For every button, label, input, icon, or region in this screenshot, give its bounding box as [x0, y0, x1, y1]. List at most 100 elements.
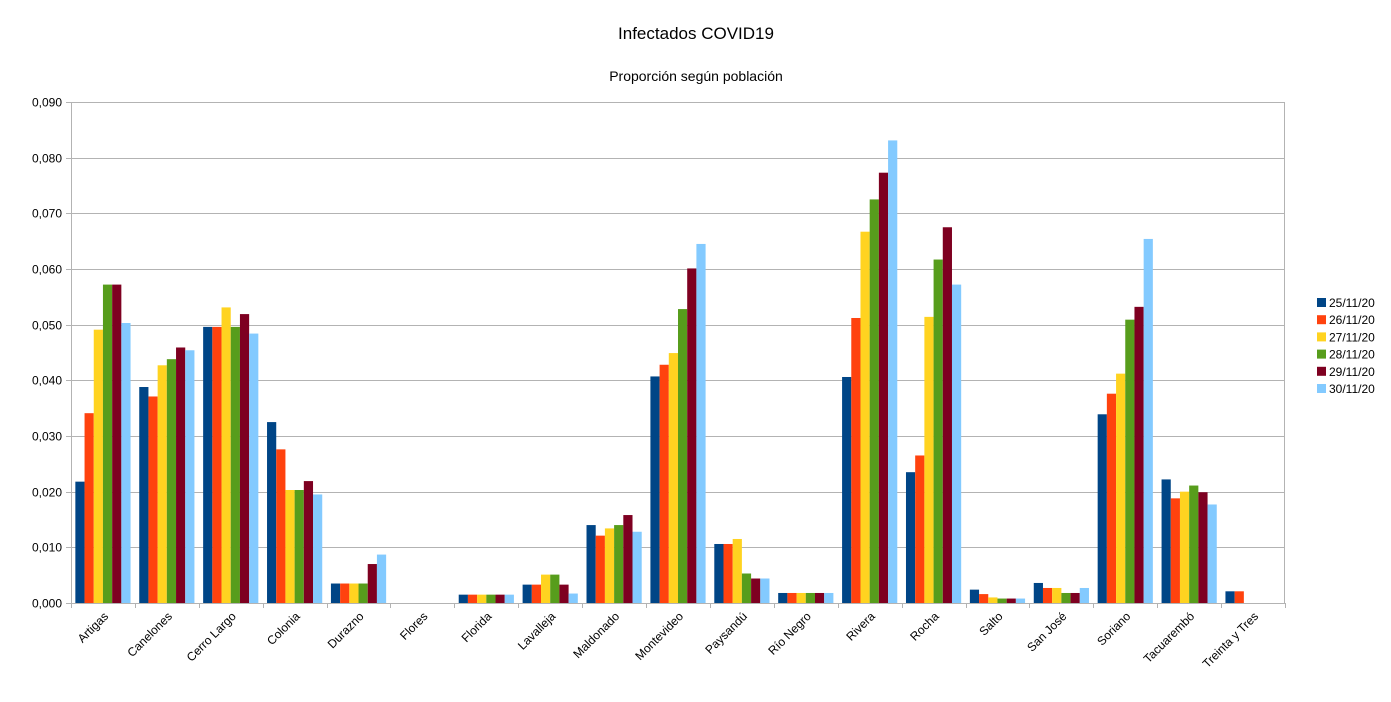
bar — [860, 231, 870, 603]
bar — [1125, 319, 1135, 603]
bar — [1198, 492, 1208, 603]
legend-label: 26/11/20 — [1329, 313, 1375, 327]
bar — [267, 422, 277, 603]
bar — [1106, 393, 1117, 603]
x-tick-label: Colonia — [264, 609, 303, 648]
legend-swatch — [1317, 349, 1326, 359]
bar — [294, 490, 304, 603]
x-tick-label: Montevideo — [632, 609, 686, 663]
legend-swatch — [1317, 315, 1326, 325]
bar — [1179, 491, 1190, 603]
y-tick-label: 0,030 — [32, 430, 62, 444]
bar — [623, 515, 633, 603]
bar — [121, 323, 131, 603]
bar — [732, 538, 742, 603]
bars-layer — [75, 140, 1244, 604]
bar — [477, 594, 487, 603]
bar — [1006, 598, 1016, 603]
bar — [905, 472, 916, 603]
x-tick-label: Rivera — [843, 609, 878, 644]
bar — [751, 578, 761, 603]
bar — [176, 347, 186, 603]
x-tick-label: Paysandú — [702, 609, 750, 657]
bar — [303, 481, 314, 603]
bar — [467, 594, 478, 603]
bar — [723, 543, 733, 603]
bar — [632, 531, 642, 603]
legend-swatch — [1317, 366, 1326, 376]
x-tick-label: Florida — [459, 609, 495, 645]
bar — [1070, 592, 1080, 603]
y-tick-label: 0,080 — [32, 152, 62, 166]
bar — [112, 284, 122, 603]
bar — [1015, 598, 1026, 603]
y-tick-label: 0,000 — [32, 597, 62, 611]
bar — [541, 574, 551, 603]
bar — [139, 387, 149, 603]
bar — [696, 243, 706, 603]
bar — [614, 525, 624, 603]
bar — [313, 494, 323, 603]
bar — [1116, 373, 1126, 603]
bar — [185, 350, 195, 603]
y-tick-label: 0,010 — [32, 541, 62, 555]
bar — [814, 592, 825, 603]
bar — [376, 554, 387, 603]
x-tick-label: Cerro Largo — [184, 609, 239, 664]
bar — [924, 316, 934, 603]
y-tick-label: 0,090 — [32, 96, 62, 110]
legend-label: 29/11/20 — [1329, 365, 1375, 379]
x-tick-label: Treinta y Tres — [1200, 609, 1261, 670]
bar — [659, 364, 669, 603]
bar — [1061, 592, 1071, 603]
x-tick-label: Tacuarembó — [1141, 609, 1198, 666]
bar — [102, 284, 113, 603]
legend-label: 28/11/20 — [1329, 348, 1375, 362]
bar — [668, 353, 678, 603]
x-tick-label: Rocha — [907, 609, 942, 644]
y-tick-label: 0,060 — [32, 263, 62, 277]
bar — [75, 481, 85, 603]
bar — [805, 592, 815, 603]
bar — [778, 592, 788, 603]
bar — [678, 309, 688, 603]
legend: 25/11/20 26/11/20 27/11/20 28/11/20 29/11/20… — [1317, 296, 1375, 396]
bar — [1161, 479, 1171, 603]
legend-label: 27/11/20 — [1329, 330, 1375, 344]
bar — [349, 583, 359, 603]
bar — [559, 584, 569, 603]
legend-label: 30/11/20 — [1329, 382, 1375, 396]
bar — [148, 396, 158, 603]
bar — [1097, 414, 1107, 603]
legend-swatch — [1317, 332, 1326, 342]
bar — [888, 140, 898, 603]
bar — [230, 326, 240, 603]
y-tick-label: 0,070 — [32, 207, 62, 221]
x-tick-label: Flores — [397, 609, 430, 642]
bar — [486, 594, 496, 603]
bar — [969, 589, 980, 603]
bar — [851, 317, 861, 603]
x-tick-label: Artigas — [75, 609, 111, 645]
legend-swatch — [1317, 298, 1326, 307]
bar — [942, 227, 952, 603]
chart-subtitle: Proporción según población — [609, 68, 783, 84]
bar — [221, 307, 231, 603]
bar — [933, 259, 943, 603]
y-tick-label: 0,050 — [32, 319, 62, 333]
y-tick-label: 0,040 — [32, 374, 62, 388]
x-tick-label: Maldonado — [570, 609, 622, 661]
bar — [495, 594, 505, 603]
bar — [1052, 587, 1062, 603]
bar — [796, 592, 806, 603]
bar — [276, 449, 286, 603]
bar — [340, 583, 350, 603]
bar — [1033, 582, 1043, 603]
bar — [915, 455, 925, 603]
bar — [604, 528, 615, 603]
bar — [878, 172, 889, 603]
x-tick-label: Durazno — [325, 609, 367, 651]
bar — [997, 598, 1007, 603]
